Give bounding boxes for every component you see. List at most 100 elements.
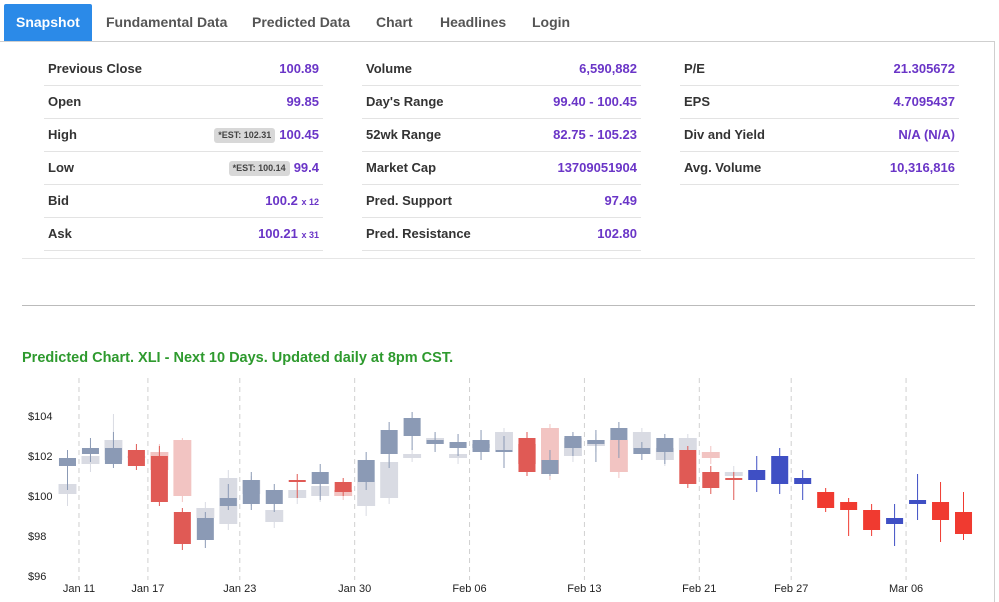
y-tick-label: $102 bbox=[28, 451, 52, 463]
x-tick-label: Jan 30 bbox=[338, 583, 371, 595]
candle-body bbox=[311, 472, 329, 484]
stat-value: 13709051904 bbox=[557, 160, 637, 175]
candle-body bbox=[449, 442, 467, 448]
stat-row-div-yield: Div and Yield N/A (N/A) bbox=[680, 118, 959, 152]
candle-body bbox=[909, 500, 927, 504]
ghost-candle-body bbox=[701, 452, 720, 458]
x-tick-label: Jan 11 bbox=[63, 583, 95, 595]
candle-body bbox=[702, 472, 720, 488]
stat-value: N/A (N/A) bbox=[898, 127, 955, 142]
panel-border-right bbox=[994, 42, 995, 602]
stat-label: High bbox=[48, 127, 77, 142]
candle-body bbox=[679, 450, 697, 484]
stat-label: Avg. Volume bbox=[684, 160, 762, 175]
tab-predicted-data[interactable]: Predicted Data bbox=[252, 14, 351, 30]
y-tick-label: $98 bbox=[28, 531, 46, 543]
candle-body bbox=[127, 450, 145, 466]
candle-body bbox=[495, 450, 513, 452]
tab-fundamental-data[interactable]: Fundamental Data bbox=[106, 14, 228, 30]
ghost-candle-body bbox=[173, 440, 192, 496]
tab-snapshot[interactable]: Snapshot bbox=[4, 4, 92, 41]
stat-label: Market Cap bbox=[366, 160, 437, 175]
stat-value: 97.49 bbox=[604, 193, 637, 208]
stat-size: x 31 bbox=[301, 230, 319, 240]
y-tick-label: $100 bbox=[28, 491, 52, 503]
candle-body bbox=[150, 456, 168, 502]
stat-value-group: *EST: 102.31 100.45 bbox=[214, 118, 319, 151]
candle-body bbox=[426, 440, 444, 444]
candle-body bbox=[242, 480, 260, 504]
candle-body bbox=[104, 448, 122, 464]
stat-label: Div and Yield bbox=[684, 127, 765, 142]
candle-body bbox=[610, 428, 628, 440]
x-tick-label: Feb 27 bbox=[774, 583, 808, 595]
candle-body bbox=[541, 460, 559, 474]
stat-value: 21.305672 bbox=[893, 61, 955, 76]
stat-value: 6,590,882 bbox=[579, 61, 637, 76]
stat-value-group: *EST: 100.14 99.4 bbox=[228, 151, 319, 184]
est-badge: *EST: 102.31 bbox=[214, 128, 276, 143]
candle-body bbox=[58, 458, 76, 466]
candle-body bbox=[748, 470, 766, 480]
stat-row-avg-volume: Avg. Volume 10,316,816 bbox=[680, 151, 959, 185]
ghost-candle-body bbox=[380, 462, 399, 498]
x-tick-label: Jan 17 bbox=[131, 583, 164, 595]
candle-body bbox=[840, 502, 858, 510]
candle-body bbox=[886, 518, 904, 524]
tab-underline bbox=[0, 41, 995, 42]
candle-body bbox=[472, 440, 490, 452]
ghost-candle-body bbox=[678, 438, 697, 450]
candle-body bbox=[403, 418, 421, 436]
candle-body bbox=[173, 512, 191, 544]
candle-body bbox=[288, 480, 306, 482]
stat-row-days-range: Day's Range 99.40 - 100.45 bbox=[362, 85, 641, 119]
stat-row-52wk-range: 52wk Range 82.75 - 105.23 bbox=[362, 118, 641, 152]
stat-value: 100.45 bbox=[279, 127, 319, 142]
stat-label: Open bbox=[48, 94, 82, 109]
tab-headlines[interactable]: Headlines bbox=[440, 14, 507, 30]
stat-row-bid: Bid 100.2 x 12 bbox=[44, 184, 323, 218]
stat-label: Ask bbox=[48, 226, 72, 241]
stat-label: Pred. Resistance bbox=[366, 226, 471, 241]
stat-value: 100.21 bbox=[258, 226, 298, 241]
stat-value-group: 100.21 x 31 bbox=[258, 217, 319, 252]
stat-value: 99.85 bbox=[286, 94, 319, 109]
stat-value: 99.4 bbox=[293, 160, 319, 175]
candle-body bbox=[656, 438, 674, 452]
stat-label: EPS bbox=[684, 94, 711, 109]
stat-label: P/E bbox=[684, 61, 705, 76]
ghost-candle-body bbox=[403, 454, 422, 458]
candle-body bbox=[771, 456, 789, 484]
candle-body bbox=[955, 512, 973, 534]
stats-bottom-divider bbox=[22, 258, 975, 259]
stat-row-pe: P/E 21.305672 bbox=[680, 52, 959, 86]
candle-body bbox=[81, 448, 99, 454]
stat-label: 52wk Range bbox=[366, 127, 442, 142]
y-tick-label: $104 bbox=[28, 411, 52, 423]
tab-chart[interactable]: Chart bbox=[376, 14, 413, 30]
stat-label: Bid bbox=[48, 193, 69, 208]
ghost-candle-body bbox=[357, 482, 376, 506]
candle-body bbox=[932, 502, 950, 520]
stat-label: Previous Close bbox=[48, 61, 142, 76]
candle-body bbox=[380, 430, 398, 454]
tab-login[interactable]: Login bbox=[532, 14, 571, 30]
x-tick-label: Jan 23 bbox=[223, 583, 256, 595]
stat-size: x 12 bbox=[301, 197, 319, 207]
est-badge: *EST: 100.14 bbox=[228, 161, 290, 176]
stat-row-pred-support: Pred. Support 97.49 bbox=[362, 184, 641, 218]
candle-body bbox=[633, 448, 651, 454]
stat-value: 102.80 bbox=[597, 226, 637, 241]
stat-label: Day's Range bbox=[366, 94, 444, 109]
x-tick-label: Feb 21 bbox=[682, 583, 716, 595]
candle-body bbox=[564, 436, 582, 448]
x-tick-label: Mar 06 bbox=[889, 583, 923, 595]
y-tick-label: $96 bbox=[28, 571, 46, 583]
stat-row-market-cap: Market Cap 13709051904 bbox=[362, 151, 641, 185]
candle-body bbox=[794, 478, 812, 484]
stat-row-eps: EPS 4.7095437 bbox=[680, 85, 959, 119]
stat-label: Pred. Support bbox=[366, 193, 452, 208]
stat-value: 99.40 - 100.45 bbox=[553, 94, 637, 109]
candle-body bbox=[265, 490, 283, 504]
candle-body bbox=[817, 492, 835, 508]
